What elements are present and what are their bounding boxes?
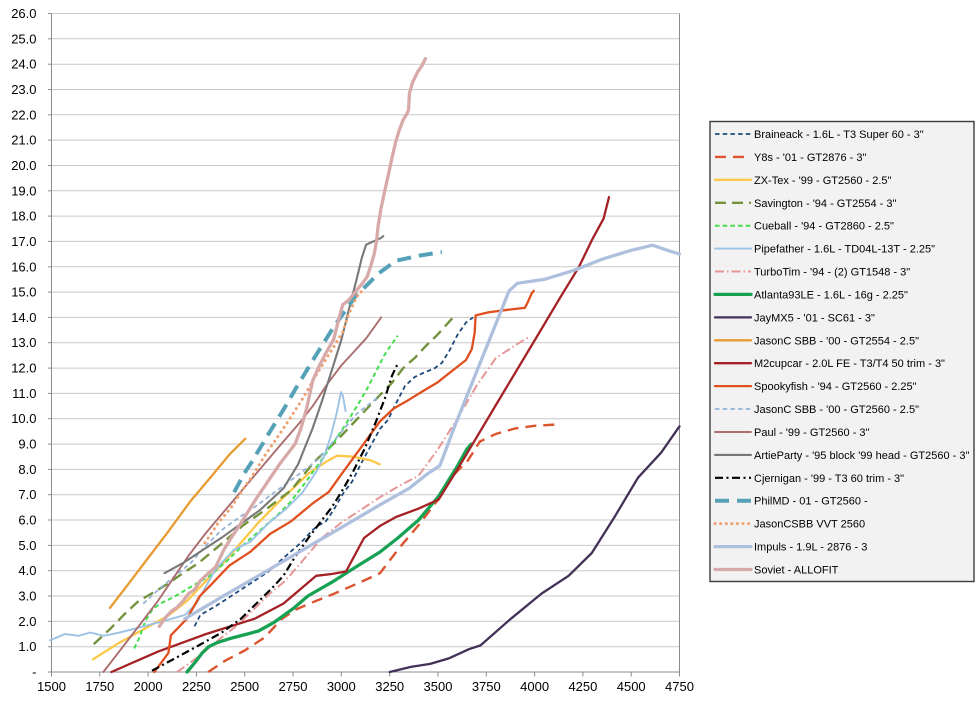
svg-text:1750: 1750 <box>85 679 114 694</box>
svg-text:1.0: 1.0 <box>18 639 36 654</box>
svg-text:6.0: 6.0 <box>18 513 36 528</box>
svg-text:11.0: 11.0 <box>12 386 36 401</box>
svg-text:15.0: 15.0 <box>11 285 36 300</box>
svg-text:4500: 4500 <box>617 679 646 694</box>
svg-text:2000: 2000 <box>134 679 163 694</box>
svg-text:TurboTim - '94 - (2) GT1548 -: TurboTim - '94 - (2) GT1548 - 3" <box>754 267 910 279</box>
svg-text:21.0: 21.0 <box>11 133 36 148</box>
svg-text:25.0: 25.0 <box>11 31 36 46</box>
svg-text:23.0: 23.0 <box>11 82 36 97</box>
svg-text:Soviet - ALLOFIT: Soviet - ALLOFIT <box>754 565 839 577</box>
svg-text:2750: 2750 <box>279 679 308 694</box>
svg-text:Atlanta93LE - 1.6L - 16g - 2.2: Atlanta93LE - 1.6L - 16g - 2.25" <box>754 289 908 301</box>
svg-text:24.0: 24.0 <box>11 57 36 72</box>
svg-text:18.0: 18.0 <box>11 209 36 224</box>
svg-text:Cjernigan - '99 - T3 60 trim -: Cjernigan - '99 - T3 60 trim - 3" <box>754 473 904 485</box>
svg-text:20.0: 20.0 <box>11 158 36 173</box>
svg-text:8.0: 8.0 <box>18 462 36 477</box>
svg-text:3500: 3500 <box>424 679 453 694</box>
svg-text:Pipefather - 1.6L - TD04L-13T: Pipefather - 1.6L - TD04L-13T - 2.25" <box>754 244 935 256</box>
svg-text:4750: 4750 <box>665 679 694 694</box>
svg-text:Spookyfish - '94 - GT2560 - 2.: Spookyfish - '94 - GT2560 - 2.25" <box>754 381 917 393</box>
svg-text:14.0: 14.0 <box>11 310 36 325</box>
svg-text:JasonC SBB - '00 - GT2560 - 2.: JasonC SBB - '00 - GT2560 - 2.5" <box>754 404 919 416</box>
svg-text:1500: 1500 <box>37 679 66 694</box>
svg-text:ZX-Tex - '99 - GT2560 - 2.5": ZX-Tex - '99 - GT2560 - 2.5" <box>754 175 892 187</box>
svg-text:9.0: 9.0 <box>18 437 36 452</box>
svg-text:JasonC SBB - '00 - GT2554 - 2.: JasonC SBB - '00 - GT2554 - 2.5" <box>754 335 919 347</box>
svg-text:17.0: 17.0 <box>11 234 36 249</box>
svg-text:Savington - '94 - GT2554 - 3": Savington - '94 - GT2554 - 3" <box>754 198 896 210</box>
svg-text:-: - <box>32 665 36 680</box>
svg-text:2250: 2250 <box>182 679 211 694</box>
svg-text:12.0: 12.0 <box>11 361 36 376</box>
svg-text:3250: 3250 <box>375 679 404 694</box>
svg-text:4.0: 4.0 <box>18 563 36 578</box>
svg-text:PhilMD - 01 - GT2560 -: PhilMD - 01 - GT2560 - <box>754 496 868 508</box>
svg-text:Braineack - 1.6L - T3 Super 60: Braineack - 1.6L - T3 Super 60 - 3" <box>754 129 924 141</box>
svg-text:16.0: 16.0 <box>11 259 36 274</box>
svg-text:3000: 3000 <box>327 679 356 694</box>
svg-text:2.0: 2.0 <box>18 614 36 629</box>
svg-text:JasonCSBB VVT 2560: JasonCSBB VVT 2560 <box>754 519 865 531</box>
svg-text:5.0: 5.0 <box>18 538 36 553</box>
svg-text:ArtieParty - '95 block '99 hea: ArtieParty - '95 block '99 head - GT2560… <box>754 450 969 462</box>
svg-text:JayMX5 - '01 - SC61 - 3": JayMX5 - '01 - SC61 - 3" <box>754 312 875 324</box>
svg-text:Paul - '99 - GT2560 - 3": Paul - '99 - GT2560 - 3" <box>754 427 870 439</box>
svg-text:4000: 4000 <box>520 679 549 694</box>
svg-text:26.0: 26.0 <box>11 6 36 21</box>
svg-text:7.0: 7.0 <box>18 487 36 502</box>
svg-text:3750: 3750 <box>472 679 501 694</box>
svg-text:3.0: 3.0 <box>18 589 36 604</box>
svg-text:Cueball - '94 - GT2860 - 2.5": Cueball - '94 - GT2860 - 2.5" <box>754 221 894 233</box>
svg-text:Impuls - 1.9L - 2876 - 3: Impuls - 1.9L - 2876 - 3 <box>754 542 867 554</box>
svg-text:10.0: 10.0 <box>11 411 36 426</box>
svg-text:22.0: 22.0 <box>11 107 36 122</box>
svg-text:13.0: 13.0 <box>11 335 36 350</box>
svg-text:19.0: 19.0 <box>11 183 36 198</box>
svg-text:2500: 2500 <box>230 679 259 694</box>
svg-text:4250: 4250 <box>568 679 597 694</box>
svg-text:Y8s - '01 - GT2876 - 3": Y8s - '01 - GT2876 - 3" <box>754 152 866 164</box>
svg-text:M2cupcar - 2.0L FE - T3/T4 50: M2cupcar - 2.0L FE - T3/T4 50 trim - 3" <box>754 358 945 370</box>
